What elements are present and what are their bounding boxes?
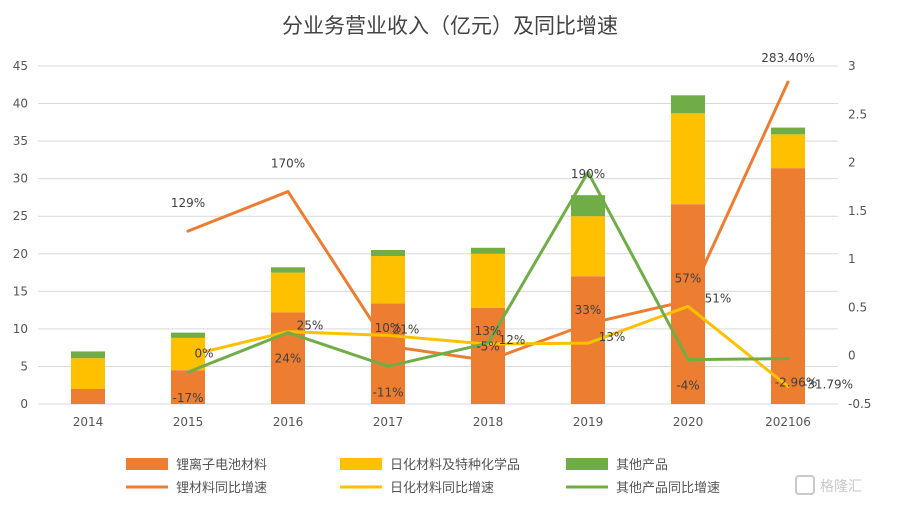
growth-line — [186, 170, 790, 374]
bar-segment — [571, 195, 605, 217]
bar-segment — [71, 358, 105, 389]
x-axis-tick-label: 2016 — [273, 415, 304, 429]
legend-label: 其他产品同比增速 — [616, 481, 720, 496]
growth-line — [186, 80, 790, 363]
left-axis-tick-label: 25 — [13, 209, 28, 223]
data-label: 13% — [475, 324, 502, 338]
right-axis-tick-label: 3 — [848, 59, 856, 73]
bar-segment — [771, 168, 805, 404]
bar-segment — [771, 127, 805, 135]
data-label: 129% — [171, 196, 205, 210]
left-axis-tick-label: 45 — [13, 59, 28, 73]
growth-lines — [186, 80, 790, 388]
data-label: 51% — [705, 291, 732, 305]
x-axis-tick-label: 202106 — [765, 415, 811, 429]
right-axis-tick-label: 2.5 — [848, 107, 867, 121]
data-label: 57% — [675, 272, 702, 286]
left-axis-tick-label: 10 — [13, 322, 28, 336]
legend-label: 锂离子电池材料 — [176, 457, 267, 473]
left-axis-tick-label: 40 — [13, 97, 28, 111]
left-axis-tick-label: 15 — [13, 284, 28, 298]
legend-label: 日化材料同比增速 — [390, 481, 494, 496]
data-label: 33% — [575, 303, 602, 317]
legend-label: 其他产品 — [616, 458, 668, 473]
bar-segment — [471, 253, 505, 308]
data-label: 25% — [297, 319, 324, 333]
data-label: -2.96% — [775, 376, 817, 390]
right-axis-tick-label: 1 — [848, 252, 856, 266]
data-label: 12% — [499, 333, 526, 347]
data-label: 24% — [275, 352, 302, 366]
bar-segment — [371, 250, 405, 257]
left-axis-tick-label: 5 — [20, 359, 28, 373]
right-axis-tick-label: 0.5 — [848, 300, 867, 314]
data-label: -5% — [476, 340, 499, 354]
data-label: -17% — [172, 391, 203, 405]
watermark-text: 格隆汇 — [820, 479, 862, 495]
bar-segment — [771, 134, 805, 169]
bar-segment — [571, 216, 605, 277]
bar-segment — [671, 113, 705, 205]
data-label: -31.79% — [803, 377, 853, 391]
right-axis-tick-label: 2 — [848, 156, 856, 170]
chart-title: 分业务营业收入（亿元）及同比增速 — [282, 14, 618, 38]
data-label: 170% — [271, 157, 305, 171]
data-label: -4% — [676, 379, 699, 393]
x-axis-tick-label: 2018 — [473, 415, 504, 429]
bar-segment — [271, 267, 305, 273]
bar-segment — [71, 351, 105, 359]
legend-label: 锂材料同比增速 — [176, 481, 267, 496]
bar-segment — [71, 388, 105, 404]
bar-segment — [171, 332, 205, 338]
left-axis-tick-label: 0 — [20, 397, 28, 411]
data-label: 13% — [599, 330, 626, 344]
x-axis-tick-label: 2020 — [673, 415, 704, 429]
bar-segment — [371, 303, 405, 404]
legend-swatch — [340, 458, 382, 470]
watermark-logo: 格隆汇 — [795, 475, 862, 495]
legend-label: 日化材料及特种化学品 — [390, 457, 520, 473]
watermark-icon — [795, 475, 815, 495]
bar-segment — [471, 247, 505, 254]
x-axis-ticks: 2014 2015 2016 2017 2018 2019 2020 202106 — [73, 415, 811, 429]
x-axis-tick-label: 2019 — [573, 415, 604, 429]
left-axis-tick-label: 35 — [13, 134, 28, 148]
bar-segment — [271, 272, 305, 313]
data-labels: 129%170%10%-5%33%57%283.40%0%25% 21%12% 13… — [171, 51, 853, 405]
data-label: -11% — [372, 385, 403, 399]
left-axis-ticks: 0 5 10 15 20 25 30 35 40 45 — [13, 59, 28, 411]
stacked-bars — [71, 95, 805, 404]
x-axis-tick-label: 2015 — [173, 415, 204, 429]
right-axis-tick-label: 1.5 — [848, 204, 867, 218]
bar-segment — [271, 312, 305, 404]
data-label: 190% — [571, 167, 605, 181]
left-axis-tick-label: 20 — [13, 247, 28, 261]
right-axis-ticks: -0.5 0 0.5 1 1.5 2 2.5 3 — [848, 59, 871, 411]
data-label: 10% — [375, 321, 402, 335]
data-label: 21% — [393, 322, 420, 336]
legend-swatch — [566, 458, 608, 470]
x-axis-tick-label: 2017 — [373, 415, 404, 429]
bar-segment — [371, 256, 405, 304]
right-axis-tick-label: -0.5 — [848, 397, 871, 411]
legend-swatch — [126, 458, 168, 470]
bar-segment — [171, 370, 205, 404]
bar-segment — [671, 95, 705, 114]
right-axis-tick-label: 0 — [848, 349, 856, 363]
data-label: 283.40% — [761, 51, 814, 65]
x-axis-tick-label: 2014 — [73, 415, 104, 429]
left-axis-tick-label: 30 — [13, 172, 28, 186]
data-label: 0% — [194, 347, 213, 361]
